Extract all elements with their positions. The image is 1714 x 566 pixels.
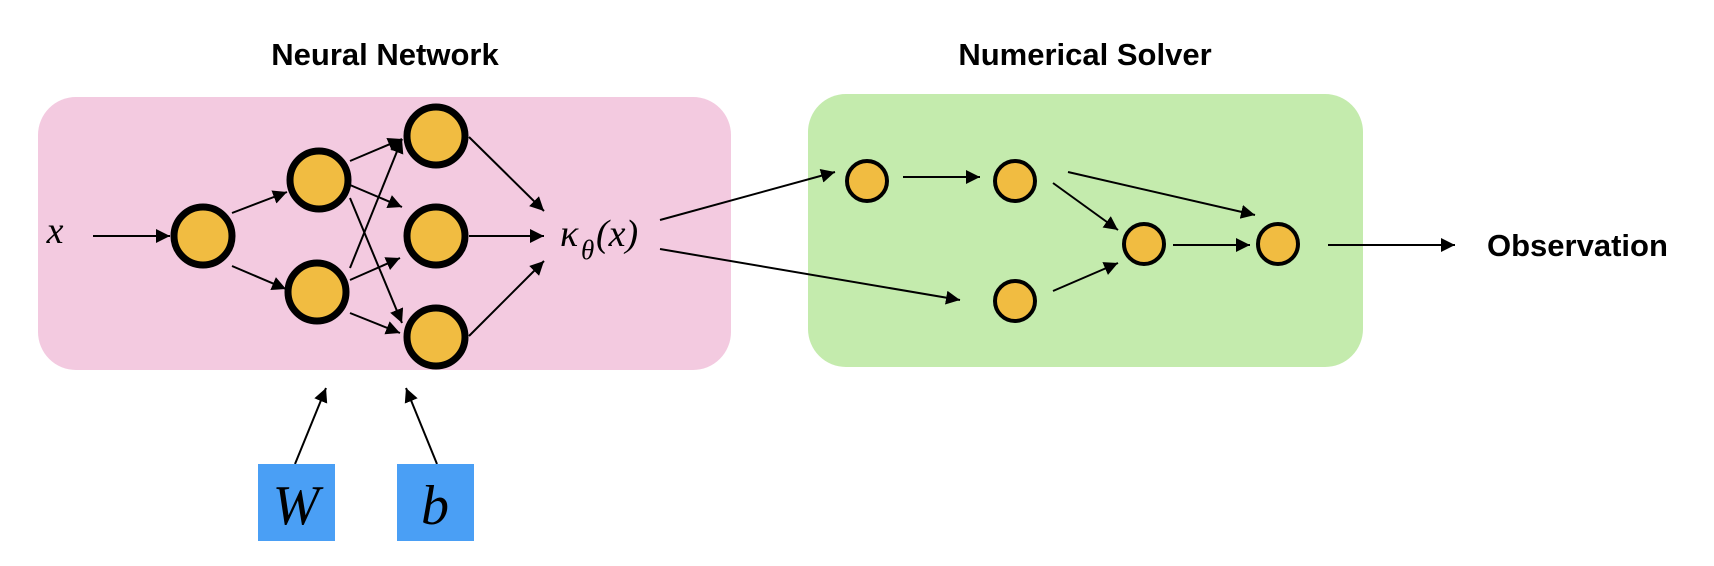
- weights-box: W: [258, 464, 335, 541]
- edge-weights-to-nn: [294, 387, 328, 465]
- edge-h2a-h3c: [349, 197, 404, 324]
- kappa-argument: (x): [596, 213, 638, 255]
- edge-s3-s4: [1052, 262, 1119, 292]
- edge-bias-to-nn: [404, 387, 438, 465]
- edge-s2-s4: [1052, 182, 1119, 231]
- nn-node-layer3-middle: [403, 203, 469, 269]
- edge-h1-h2b: [231, 265, 287, 290]
- edge-kappa-solver-bottom: [659, 248, 961, 305]
- ns-node-3: [993, 279, 1037, 323]
- theta-subscript: θ: [581, 235, 594, 265]
- edge-kappa-solver-top: [659, 168, 836, 221]
- neural-network-edges: [93, 136, 545, 337]
- neural-network-nodes: [170, 103, 469, 370]
- nn-output-label: κ θ (x): [560, 213, 638, 265]
- observation-label: Observation: [1487, 228, 1668, 263]
- nn-node-layer1: [170, 203, 236, 269]
- kappa-symbol: κ: [560, 213, 579, 255]
- ns-node-5: [1256, 222, 1300, 266]
- numerical-solver-nodes: [845, 159, 1300, 323]
- nn-node-layer3-top: [403, 103, 469, 169]
- edge-s2-s5: [1067, 171, 1256, 219]
- nn-node-layer3-bottom: [403, 304, 469, 370]
- neural-network-title: Neural Network: [271, 37, 499, 72]
- edge-h3c-out: [468, 260, 545, 337]
- bias-box: b: [397, 464, 474, 541]
- input-label: x: [46, 210, 64, 252]
- bias-box-bg: [397, 464, 474, 541]
- neural-network-panel: [38, 97, 731, 370]
- edge-h2b-h3a: [349, 138, 404, 269]
- nn-node-layer2-top: [286, 147, 352, 213]
- edge-h2b-h3b: [349, 257, 401, 281]
- numerical-solver-edges: [903, 170, 1455, 292]
- ns-node-2: [993, 159, 1037, 203]
- numerical-solver-title: Numerical Solver: [958, 37, 1211, 72]
- weights-label: W: [273, 475, 324, 537]
- edge-h2a-h3b: [349, 184, 403, 208]
- edge-h2b-h3c: [349, 312, 401, 335]
- ns-node-1: [845, 159, 889, 203]
- nn-node-layer2-bottom: [284, 259, 350, 325]
- edge-h1-h2a: [231, 190, 288, 214]
- ns-node-4: [1122, 222, 1166, 266]
- weights-box-bg: [258, 464, 335, 541]
- bias-label: b: [421, 475, 449, 537]
- edge-h3a-out: [468, 136, 545, 212]
